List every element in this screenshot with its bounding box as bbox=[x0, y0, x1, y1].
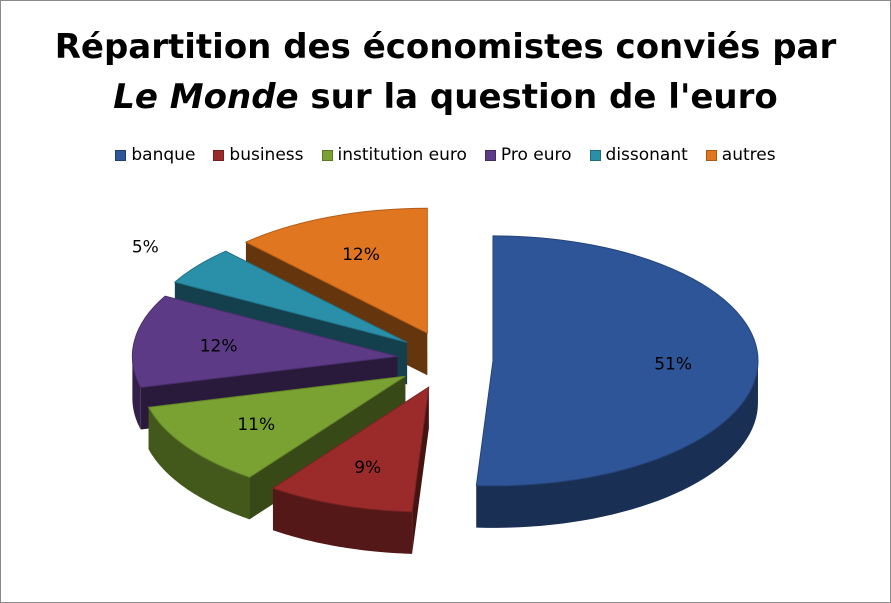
chart-title: Répartition des économistes conviés par … bbox=[0, 22, 891, 122]
slice-rim bbox=[476, 360, 758, 528]
data-label-dissonant: 5% bbox=[132, 238, 159, 258]
title-line-2-rest: sur la question de l'euro bbox=[298, 77, 778, 117]
slice-rim bbox=[132, 356, 141, 430]
slice-top bbox=[131, 295, 398, 389]
legend-item-pro-euro: Pro euro bbox=[484, 145, 572, 165]
legend-item-autres: autres bbox=[705, 145, 776, 165]
slice-top bbox=[271, 386, 430, 513]
legend-label: autres bbox=[721, 145, 776, 165]
legend-item-banque: banque bbox=[115, 145, 195, 165]
slice-top bbox=[244, 207, 428, 335]
legend-item-business: business bbox=[213, 145, 304, 165]
slice-top bbox=[147, 375, 406, 478]
legend-item-dissonant: dissonant bbox=[589, 145, 688, 165]
legend-label: Pro euro bbox=[500, 145, 572, 165]
pie-slice-banque bbox=[475, 235, 759, 528]
legend-label: business bbox=[229, 145, 304, 165]
data-label-autres: 12% bbox=[342, 245, 380, 265]
pie-slice-business bbox=[271, 386, 430, 554]
legend-item-institution-euro: institution euro bbox=[321, 145, 467, 165]
data-label-pro-euro: 12% bbox=[200, 337, 238, 357]
legend-label: banque bbox=[131, 145, 196, 165]
legend-swatch bbox=[115, 149, 127, 161]
legend-label: dissonant bbox=[605, 145, 688, 165]
legend-swatch bbox=[589, 149, 601, 161]
legend-swatch bbox=[705, 149, 717, 161]
title-newspaper-name: Le Monde bbox=[113, 77, 299, 117]
legend-label: institution euro bbox=[337, 145, 467, 165]
legend-swatch bbox=[484, 149, 496, 161]
title-line-2: Le Monde sur la question de l'euro bbox=[0, 72, 891, 122]
data-label-banque: 51% bbox=[654, 355, 692, 375]
slice-rim bbox=[148, 407, 250, 520]
legend-swatch bbox=[321, 149, 333, 161]
slice-top bbox=[173, 250, 408, 343]
data-label-business: 9% bbox=[354, 458, 381, 478]
legend-swatch bbox=[213, 149, 225, 161]
legend: banque business institution euro Pro euro di… bbox=[0, 145, 891, 165]
slice-rim bbox=[272, 488, 413, 554]
data-label-institution-euro: 11% bbox=[237, 415, 275, 435]
title-line-1: Répartition des économistes conviés par bbox=[54, 27, 837, 67]
slice-top bbox=[475, 235, 759, 487]
